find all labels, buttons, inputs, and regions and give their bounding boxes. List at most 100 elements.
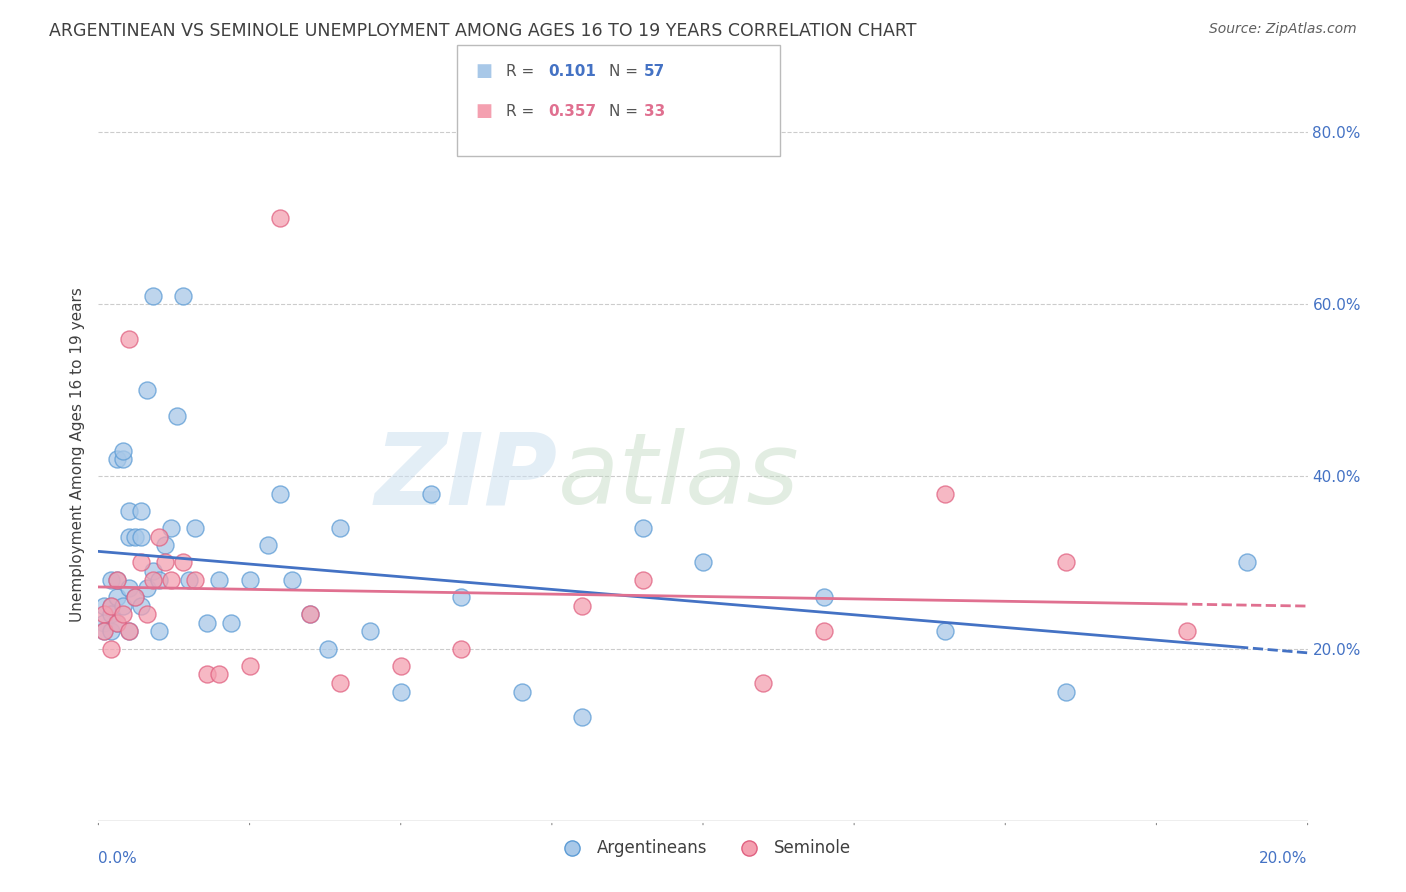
Point	[118, 624, 141, 639]
Point	[208, 667, 231, 681]
Point	[179, 573, 201, 587]
Point	[934, 624, 956, 639]
Point	[1054, 684, 1077, 698]
Point	[631, 573, 654, 587]
Point	[111, 599, 134, 613]
Point	[93, 624, 115, 639]
Point	[93, 624, 115, 639]
Point	[100, 607, 122, 621]
Text: 0.0%: 0.0%	[98, 851, 138, 866]
Point	[135, 384, 157, 398]
Point	[239, 573, 262, 587]
Point	[329, 521, 352, 535]
Point	[93, 599, 115, 613]
Point	[299, 607, 322, 621]
Point	[100, 641, 122, 656]
Point	[111, 443, 134, 458]
Point	[195, 615, 218, 630]
Point	[1054, 556, 1077, 570]
Text: 0.357: 0.357	[548, 104, 596, 119]
Text: R =: R =	[506, 64, 540, 78]
Point	[118, 530, 141, 544]
Text: ■: ■	[475, 62, 492, 80]
Text: 57: 57	[644, 64, 665, 78]
Point	[135, 607, 157, 621]
Point	[160, 521, 183, 535]
Text: 33: 33	[644, 104, 665, 119]
Point	[124, 590, 146, 604]
Point	[571, 599, 593, 613]
Point	[389, 684, 412, 698]
Point	[1236, 556, 1258, 570]
Point	[105, 452, 128, 467]
Point	[692, 556, 714, 570]
Point	[389, 658, 412, 673]
Text: 0.101: 0.101	[548, 64, 596, 78]
Point	[142, 564, 165, 578]
Point	[208, 573, 231, 587]
Point	[118, 504, 141, 518]
Point	[571, 710, 593, 724]
Text: R =: R =	[506, 104, 540, 119]
Point	[160, 573, 183, 587]
Point	[105, 573, 128, 587]
Point	[148, 530, 170, 544]
Point	[239, 658, 262, 673]
Point	[100, 624, 122, 639]
Point	[329, 676, 352, 690]
Point	[118, 582, 141, 596]
Point	[142, 573, 165, 587]
Point	[450, 590, 472, 604]
Text: ■: ■	[475, 103, 492, 120]
Point	[631, 521, 654, 535]
Point	[129, 504, 152, 518]
Point	[111, 452, 134, 467]
Point	[360, 624, 382, 639]
Point	[813, 624, 835, 639]
Point	[172, 556, 194, 570]
Point	[221, 615, 243, 630]
Point	[153, 556, 176, 570]
Point	[124, 530, 146, 544]
Point	[135, 582, 157, 596]
Text: ZIP: ZIP	[375, 428, 558, 525]
Point	[100, 573, 122, 587]
Point	[813, 590, 835, 604]
Point	[166, 409, 188, 424]
Point	[316, 641, 339, 656]
Text: 20.0%: 20.0%	[1260, 851, 1308, 866]
Point	[281, 573, 304, 587]
Point	[100, 599, 122, 613]
Point	[299, 607, 322, 621]
Point	[93, 615, 115, 630]
Point	[153, 538, 176, 552]
Point	[129, 530, 152, 544]
Y-axis label: Unemployment Among Ages 16 to 19 years: Unemployment Among Ages 16 to 19 years	[69, 287, 84, 623]
Point	[184, 521, 207, 535]
Text: ARGENTINEAN VS SEMINOLE UNEMPLOYMENT AMONG AGES 16 TO 19 YEARS CORRELATION CHART: ARGENTINEAN VS SEMINOLE UNEMPLOYMENT AMO…	[49, 22, 917, 40]
Point	[195, 667, 218, 681]
Point	[105, 615, 128, 630]
Point	[129, 556, 152, 570]
Text: N =: N =	[609, 104, 643, 119]
Point	[118, 332, 141, 346]
Point	[105, 615, 128, 630]
Point	[93, 607, 115, 621]
Text: N =: N =	[609, 64, 643, 78]
Point	[256, 538, 278, 552]
Text: atlas: atlas	[558, 428, 800, 525]
Point	[148, 573, 170, 587]
Point	[269, 486, 291, 500]
Point	[118, 624, 141, 639]
Point	[752, 676, 775, 690]
Point	[105, 590, 128, 604]
Point	[124, 590, 146, 604]
Legend: Argentineans, Seminole: Argentineans, Seminole	[548, 832, 858, 863]
Text: Source: ZipAtlas.com: Source: ZipAtlas.com	[1209, 22, 1357, 37]
Point	[111, 607, 134, 621]
Point	[142, 289, 165, 303]
Point	[269, 211, 291, 226]
Point	[105, 573, 128, 587]
Point	[934, 486, 956, 500]
Point	[184, 573, 207, 587]
